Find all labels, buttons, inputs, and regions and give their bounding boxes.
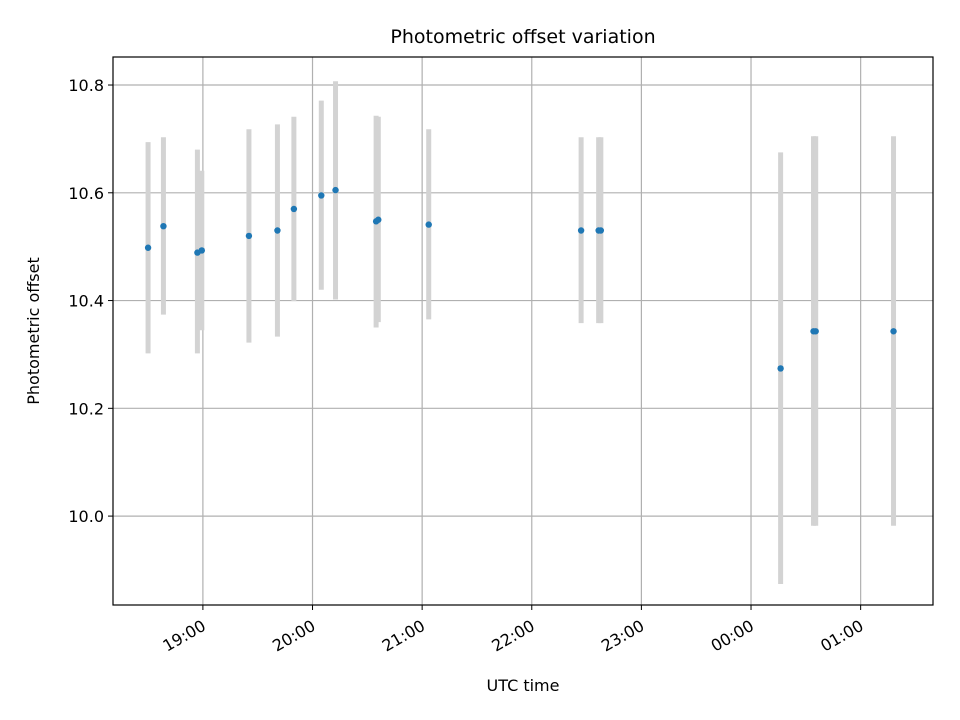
- data-point: [318, 192, 325, 199]
- y-tick-label: 10.4: [68, 292, 104, 311]
- y-axis-label: Photometric offset: [24, 257, 43, 405]
- grid: [113, 57, 933, 605]
- y-tick-label: 10.2: [68, 399, 104, 418]
- y-tick-label: 10.6: [68, 184, 104, 203]
- y-tick-label: 10.8: [68, 76, 104, 95]
- data-point: [198, 247, 205, 254]
- chart-title: Photometric offset variation: [390, 26, 655, 48]
- x-axis-label: UTC time: [487, 676, 560, 695]
- data-points: [144, 186, 897, 372]
- data-point: [425, 221, 432, 228]
- data-point: [597, 227, 605, 234]
- plot-frame: [112, 56, 934, 606]
- data-point: [332, 186, 339, 194]
- data-point: [144, 244, 152, 251]
- data-point: [812, 328, 819, 335]
- data-point: [274, 227, 281, 234]
- y-tick-label: 10.0: [68, 507, 104, 526]
- data-point: [577, 227, 585, 234]
- data-point: [777, 365, 784, 372]
- data-point: [160, 222, 167, 230]
- data-point: [290, 205, 298, 213]
- data-point: [375, 216, 382, 223]
- data-point: [245, 232, 253, 240]
- data-point: [890, 328, 897, 335]
